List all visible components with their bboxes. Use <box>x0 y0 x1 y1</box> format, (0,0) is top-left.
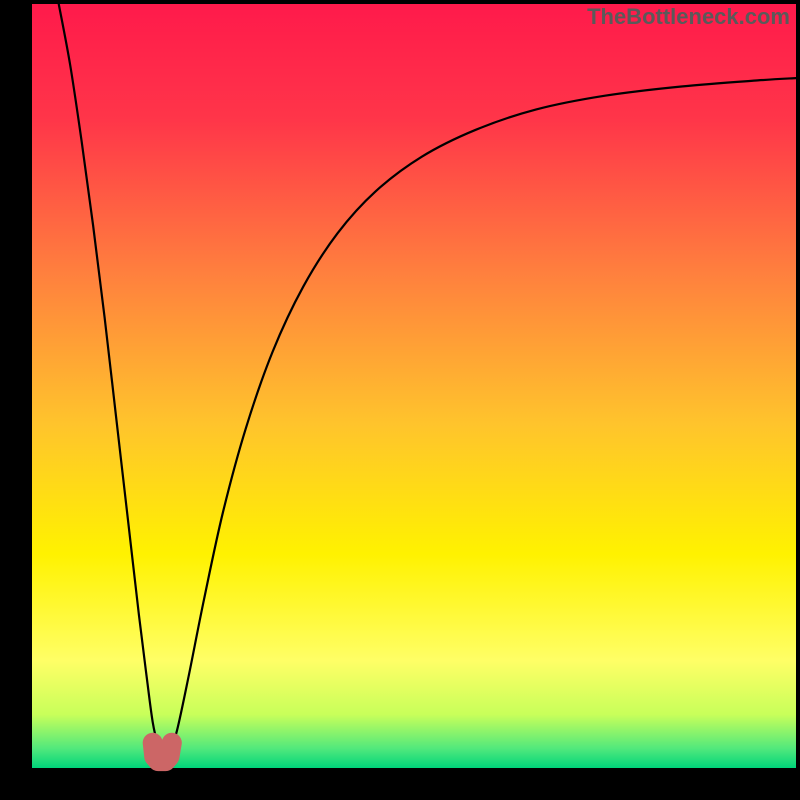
attribution-label: TheBottleneck.com <box>587 4 790 30</box>
chart-container: TheBottleneck.com <box>0 0 800 800</box>
bottleneck-chart <box>0 0 800 800</box>
optimal-marker <box>153 743 172 761</box>
plot-background <box>32 4 796 768</box>
